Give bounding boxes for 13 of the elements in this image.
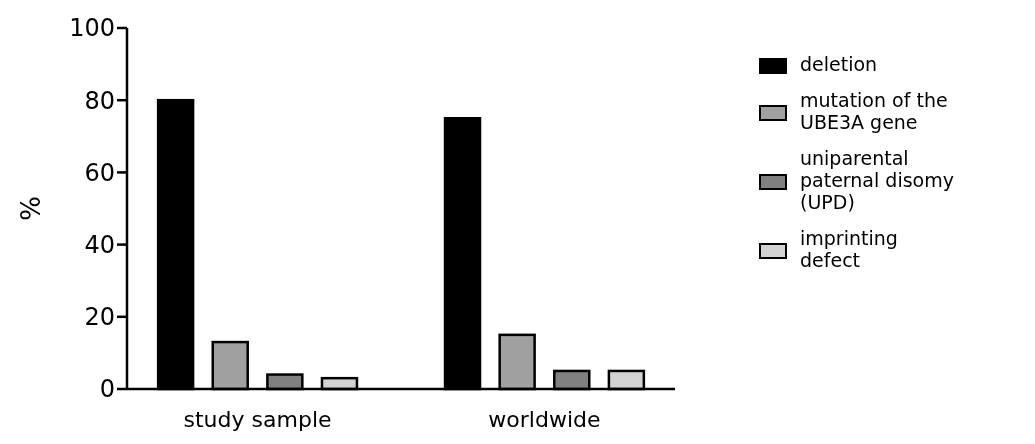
y-axis-title: %	[16, 196, 46, 221]
y-tick-label: 60	[84, 158, 115, 187]
y-tick-label: 20	[84, 303, 115, 332]
y-tick-label: 100	[69, 14, 115, 43]
y-tick-label: 40	[84, 231, 115, 259]
legend-label: imprinting defect	[800, 227, 898, 271]
x-tick-label: worldwide	[488, 407, 601, 432]
y-tick-label: 0	[99, 375, 115, 404]
y-tick-label: 80	[84, 86, 115, 115]
legend-label: mutation of the UBE3A gene	[800, 89, 948, 133]
legend-label: deletion	[800, 53, 878, 75]
legend-label: uniparental paternal disomy (UPD)	[800, 147, 954, 213]
x-tick-label: study sample	[183, 407, 332, 432]
